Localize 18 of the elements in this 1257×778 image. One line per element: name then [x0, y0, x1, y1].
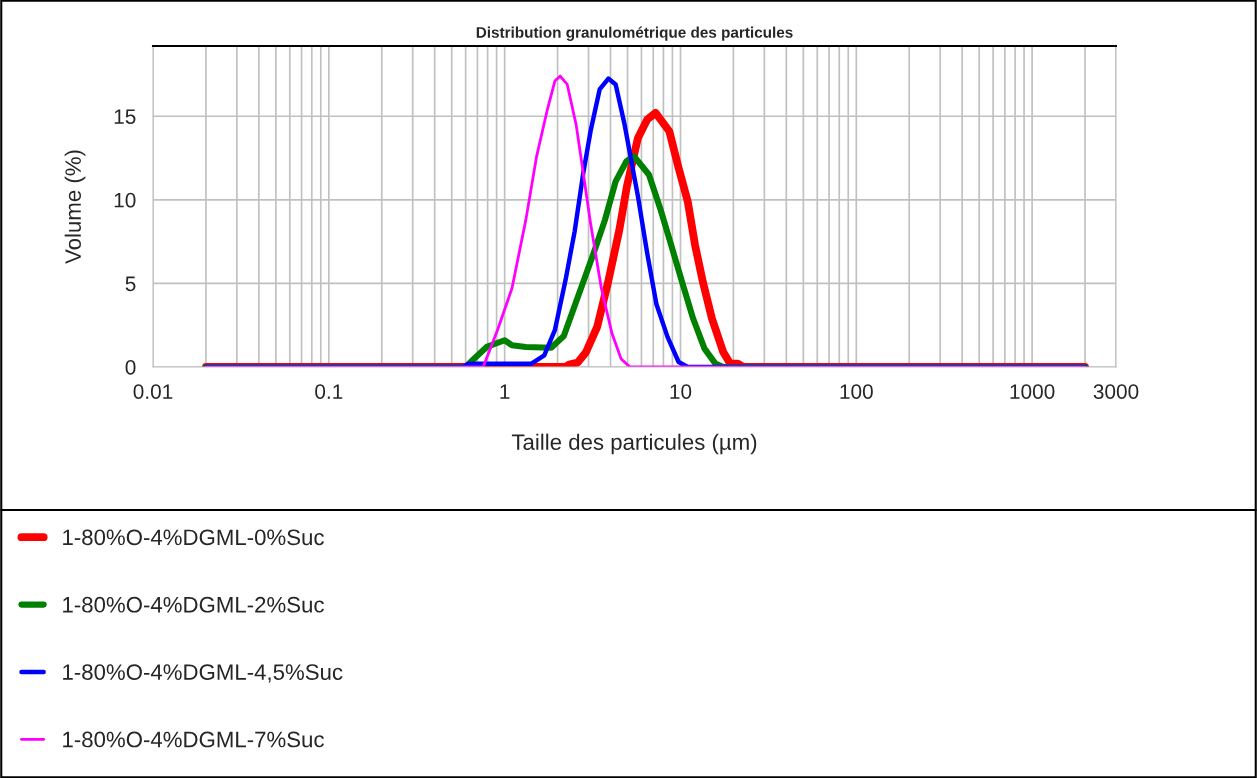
- x-tick-label: 100: [840, 384, 873, 399]
- x-tick-label: 3000: [1093, 384, 1139, 399]
- y-tick-label: 5: [125, 276, 136, 292]
- y-tick-label: 10: [114, 192, 136, 208]
- x-tick-label: 0.01: [133, 384, 173, 399]
- x-tick-label: 10: [670, 384, 692, 399]
- y-tick-label: 15: [114, 109, 136, 124]
- chart-title: Distribution granulométrique des particules: [476, 26, 793, 41]
- legend-label: 1-80%O-4%DGML-7%Suc: [63, 731, 324, 748]
- x-tick-label: 0.1: [315, 384, 343, 399]
- legend-label: 1-80%O-4%DGML-4,5%Suc: [63, 664, 343, 683]
- x-tick-label: 1: [500, 384, 510, 399]
- x-tick-label: 1000: [1010, 384, 1055, 399]
- x-axis-title: Taille des particules (µm): [511, 433, 757, 455]
- legend-label: 1-80%O-4%DGML-2%Suc: [63, 596, 324, 613]
- y-axis-title: Volume (%): [64, 150, 86, 264]
- y-tick-label: 0: [125, 360, 136, 375]
- legend-label: 1-80%O-4%DGML-0%Suc: [63, 529, 324, 546]
